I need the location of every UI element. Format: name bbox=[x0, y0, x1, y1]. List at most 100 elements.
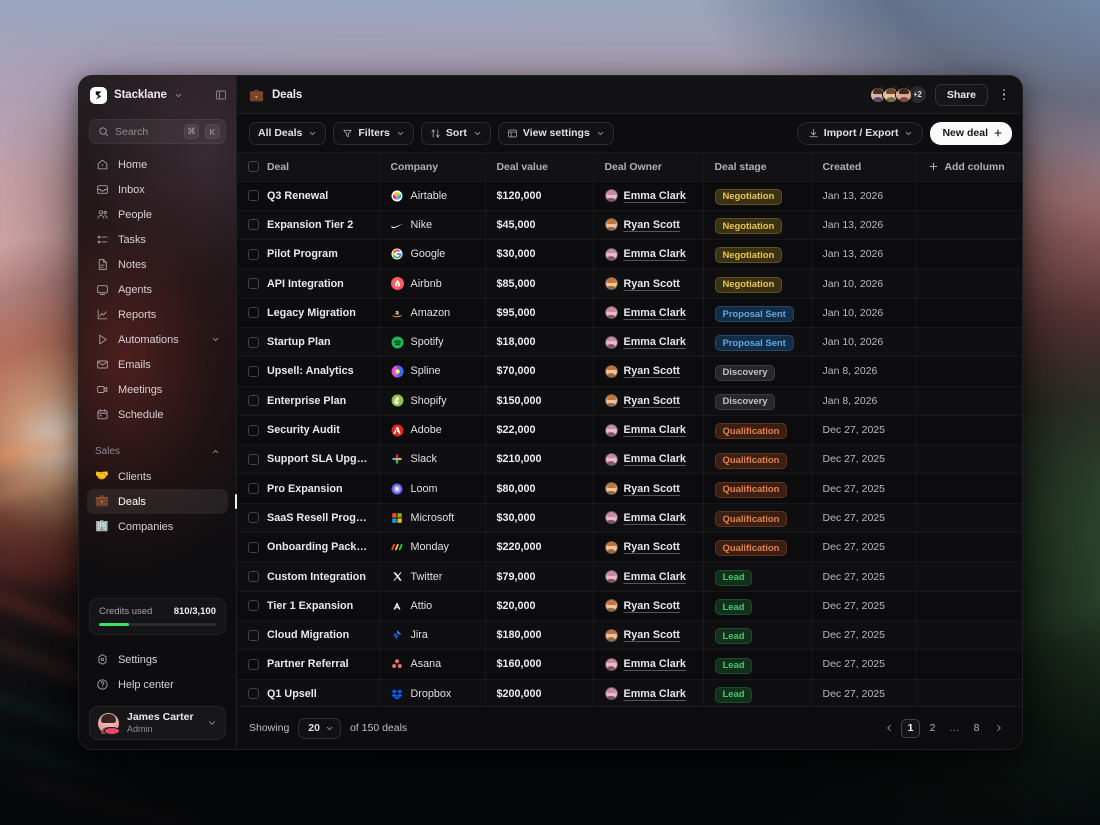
cell-deal-owner[interactable]: Emma Clark bbox=[593, 327, 704, 358]
sidebar-item-reports[interactable]: Reports bbox=[87, 302, 228, 327]
column-header-created[interactable]: Created bbox=[811, 153, 917, 182]
deal-name-link[interactable]: Security Audit bbox=[267, 424, 340, 437]
cell-company[interactable]: Slack bbox=[379, 444, 486, 475]
column-header-deal-value[interactable]: Deal value bbox=[485, 153, 594, 182]
row-checkbox[interactable] bbox=[248, 453, 259, 465]
cell-company[interactable]: Jira bbox=[379, 620, 486, 651]
cell-company[interactable]: Airbnb bbox=[379, 268, 486, 299]
sidebar-item-clients[interactable]: 🤝 Clients bbox=[87, 464, 228, 489]
chevron-left-icon[interactable] bbox=[879, 719, 898, 738]
cell-deal-stage[interactable]: Negotiation bbox=[703, 181, 812, 211]
cell-deal[interactable]: Security Audit bbox=[237, 415, 380, 446]
cell-company[interactable]: Monday bbox=[379, 532, 486, 563]
cell-deal-owner[interactable]: Ryan Scott bbox=[593, 620, 704, 651]
table-row[interactable]: Q3 Renewal Airtable $120,000 Emma Clark … bbox=[237, 181, 1022, 211]
cell-created[interactable]: Jan 13, 2026 bbox=[811, 239, 917, 270]
cell-created[interactable]: Jan 8, 2026 bbox=[811, 386, 917, 416]
owner-name-link[interactable]: Ryan Scott bbox=[623, 599, 680, 612]
table-row[interactable]: Q1 Upsell Dropbox $200,000 Emma Clark Le… bbox=[237, 679, 1022, 706]
owner-name-link[interactable]: Emma Clark bbox=[623, 248, 686, 261]
cell-deal-owner[interactable]: Emma Clark bbox=[593, 679, 704, 706]
table-row[interactable]: Partner Referral Asana $160,000 Emma Cla… bbox=[237, 649, 1022, 680]
row-checkbox[interactable] bbox=[248, 307, 259, 319]
owner-name-link[interactable]: Ryan Scott bbox=[623, 365, 680, 378]
sidebar-item-automations[interactable]: Automations bbox=[87, 327, 228, 352]
cell-deal[interactable]: Onboarding Package bbox=[237, 532, 380, 563]
sidebar-item-help-center[interactable]: Help center bbox=[87, 672, 228, 697]
cell-deal[interactable]: Enterprise Plan bbox=[237, 386, 380, 416]
cell-deal-owner[interactable]: Ryan Scott bbox=[593, 210, 704, 241]
cell-deal-stage[interactable]: Qualification bbox=[703, 415, 812, 446]
chevron-up-icon[interactable] bbox=[211, 447, 220, 456]
sidebar-item-emails[interactable]: Emails bbox=[87, 352, 228, 377]
share-button[interactable]: Share bbox=[934, 83, 988, 106]
new-deal-button[interactable]: New deal bbox=[930, 121, 1012, 145]
owner-name-link[interactable]: Ryan Scott bbox=[623, 482, 680, 495]
cell-deal-owner[interactable]: Emma Clark bbox=[593, 181, 704, 211]
cell-deal[interactable]: Legacy Migration bbox=[237, 298, 380, 328]
deal-name-link[interactable]: Pilot Program bbox=[267, 248, 338, 261]
deal-name-link[interactable]: Q1 Upsell bbox=[267, 687, 317, 700]
row-checkbox[interactable] bbox=[248, 336, 259, 348]
avatar[interactable] bbox=[894, 85, 914, 104]
owner-name-link[interactable]: Emma Clark bbox=[623, 658, 686, 671]
cell-empty[interactable] bbox=[916, 386, 1022, 416]
owner-name-link[interactable]: Emma Clark bbox=[623, 189, 686, 202]
deal-name-link[interactable]: Support SLA Upgrade bbox=[267, 453, 368, 466]
cell-deal-owner[interactable]: Emma Clark bbox=[593, 415, 704, 446]
cell-deal-value[interactable]: $20,000 bbox=[485, 591, 594, 621]
cell-company[interactable]: Google bbox=[379, 239, 486, 270]
cell-deal-stage[interactable]: Qualification bbox=[703, 503, 812, 534]
cell-created[interactable]: Jan 8, 2026 bbox=[811, 356, 917, 387]
cell-deal-value[interactable]: $80,000 bbox=[485, 473, 594, 504]
sidebar-item-deals[interactable]: 💼 Deals bbox=[87, 489, 237, 514]
cell-company[interactable]: Adobe bbox=[379, 415, 486, 446]
cell-deal-owner[interactable]: Emma Clark bbox=[593, 298, 704, 328]
cell-created[interactable]: Dec 27, 2025 bbox=[811, 473, 917, 504]
cell-empty[interactable] bbox=[916, 298, 1022, 328]
cell-created[interactable]: Dec 27, 2025 bbox=[811, 532, 917, 563]
filters-button[interactable]: Filters bbox=[333, 121, 414, 145]
more-vertical-icon[interactable] bbox=[996, 84, 1012, 106]
chevron-down-icon[interactable] bbox=[207, 718, 217, 728]
row-checkbox[interactable] bbox=[248, 483, 259, 495]
owner-name-link[interactable]: Ryan Scott bbox=[623, 218, 680, 231]
cell-empty[interactable] bbox=[916, 591, 1022, 621]
pagination-page-2[interactable]: 2 bbox=[929, 722, 936, 734]
cell-empty[interactable] bbox=[916, 444, 1022, 475]
sidebar-item-settings[interactable]: Settings bbox=[87, 647, 228, 672]
row-checkbox[interactable] bbox=[248, 424, 259, 436]
cell-company[interactable]: Asana bbox=[379, 649, 486, 680]
owner-name-link[interactable]: Emma Clark bbox=[623, 687, 686, 700]
table-row[interactable]: Enterprise Plan S Shopify $150,000 Ryan S… bbox=[237, 386, 1022, 416]
row-checkbox[interactable] bbox=[248, 365, 259, 377]
owner-name-link[interactable]: Ryan Scott bbox=[623, 541, 680, 554]
cell-company[interactable]: Microsoft bbox=[379, 503, 486, 534]
cell-created[interactable]: Dec 27, 2025 bbox=[811, 503, 917, 534]
cell-deal-owner[interactable]: Ryan Scott bbox=[593, 532, 704, 563]
row-checkbox[interactable] bbox=[248, 512, 259, 524]
cell-created[interactable]: Dec 27, 2025 bbox=[811, 415, 917, 446]
cell-deal-value[interactable]: $85,000 bbox=[485, 268, 594, 299]
add-column-button[interactable]: Add column bbox=[916, 153, 1022, 182]
cell-company[interactable]: Spotify bbox=[379, 327, 486, 358]
row-checkbox[interactable] bbox=[248, 600, 259, 612]
cell-empty[interactable] bbox=[916, 561, 1022, 592]
sidebar-item-inbox[interactable]: Inbox bbox=[87, 177, 228, 202]
cell-empty[interactable] bbox=[916, 356, 1022, 387]
cell-deal-owner[interactable]: Ryan Scott bbox=[593, 268, 704, 299]
cell-deal-stage[interactable]: Lead bbox=[703, 561, 812, 592]
cell-deal-value[interactable]: $150,000 bbox=[485, 386, 594, 416]
row-checkbox[interactable] bbox=[248, 571, 259, 582]
deal-name-link[interactable]: Startup Plan bbox=[267, 336, 331, 349]
cell-company[interactable]: Twitter bbox=[379, 561, 486, 592]
user-card[interactable]: James Carter Admin bbox=[89, 706, 226, 740]
cell-created[interactable]: Dec 27, 2025 bbox=[811, 561, 917, 592]
cell-deal-stage[interactable]: Lead bbox=[703, 620, 812, 651]
cell-deal[interactable]: Partner Referral bbox=[237, 649, 380, 680]
deal-name-link[interactable]: Pro Expansion bbox=[267, 482, 343, 495]
cell-created[interactable]: Jan 13, 2026 bbox=[811, 210, 917, 241]
cell-deal-value[interactable]: $30,000 bbox=[485, 239, 594, 270]
cell-deal-stage[interactable]: Qualification bbox=[703, 532, 812, 563]
sidebar-item-people[interactable]: People bbox=[87, 202, 228, 227]
